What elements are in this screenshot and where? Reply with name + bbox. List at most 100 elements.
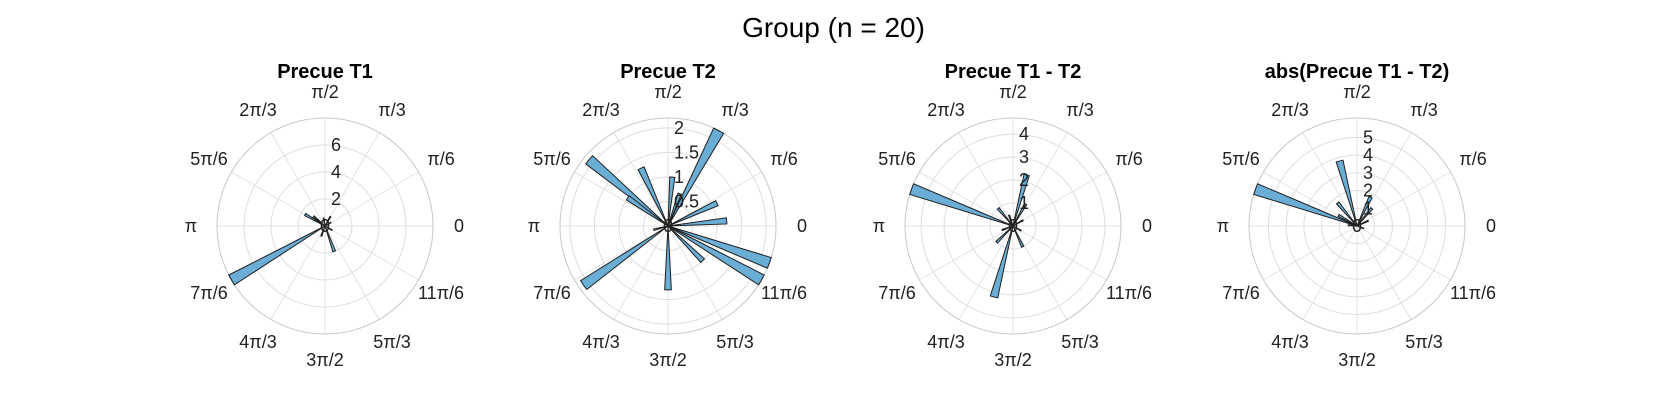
radial-gridline: [1338, 207, 1376, 245]
histogram-bar: [667, 192, 683, 227]
angle-label: 7π/6: [878, 283, 915, 303]
angle-label: 5π/3: [716, 332, 753, 352]
histogram-bar: [667, 199, 719, 227]
angle-label: 11π/6: [1450, 283, 1496, 303]
angle-label: π/6: [1459, 149, 1486, 169]
angle-label: π: [185, 216, 197, 236]
angle-label: 5π/3: [1061, 332, 1098, 352]
angle-label: 0: [1486, 216, 1496, 236]
angle-label: 7π/6: [533, 283, 570, 303]
radial-tick-label: 4: [1363, 145, 1373, 165]
angle-label: 5π/3: [373, 332, 410, 352]
radial-tick-label: 2: [331, 189, 341, 209]
outer-boundary: [216, 117, 434, 335]
angle-label: 3π/2: [649, 350, 686, 370]
angle-label: π/3: [378, 100, 405, 120]
histogram-bar: [324, 225, 333, 232]
angle-label: 7π/6: [1222, 283, 1259, 303]
angle-label: 3π/2: [1338, 350, 1375, 370]
plot-title: Precue T1 - T2: [945, 61, 1082, 83]
histogram-bar: [320, 225, 326, 237]
radial-tick-label: 4: [331, 162, 341, 182]
angle-label: 4π/3: [239, 332, 276, 352]
polar-plot-precue-t1: Precue T1 2 4 6 0 0 π/6 π/3 π/2 2π/3 5π/6 π 7π/6 4π/3…: [185, 61, 464, 370]
angle-label: π/2: [654, 82, 681, 102]
radial-gridline: [243, 144, 407, 308]
radial-tick-label-zero: 0: [1352, 216, 1362, 236]
radial-gridline: [1321, 190, 1393, 262]
radial-gridline: [270, 171, 380, 281]
angle-label: 5π/6: [190, 149, 227, 169]
angle-label: 11π/6: [1106, 283, 1152, 303]
angle-label: 2π/3: [239, 100, 276, 120]
angular-gridline: [1302, 225, 1358, 320]
angle-label: π/3: [1066, 100, 1093, 120]
histogram-bar: [1001, 225, 1014, 232]
histogram-bar: [1335, 159, 1358, 227]
angular-gridline: [667, 171, 762, 227]
angle-label: 4π/3: [582, 332, 619, 352]
radial-gridline: [297, 198, 353, 254]
angle-label: π: [873, 216, 885, 236]
histogram-bar: [1356, 225, 1365, 230]
histogram-bar: [312, 215, 326, 227]
histogram-bar: [1012, 202, 1028, 227]
histogram-bar: [667, 127, 725, 227]
radial-tick-label: 3: [1019, 147, 1029, 167]
histogram-bar: [667, 225, 706, 264]
histogram-bar: [1012, 173, 1030, 227]
radial-gridline: [966, 179, 1060, 273]
histogram-bar: [1007, 214, 1014, 227]
plot-title: abs(Precue T1 - T2): [1265, 61, 1450, 83]
histogram-bar: [1356, 195, 1373, 227]
radial-gridline: [1285, 154, 1429, 298]
radial-gridline: [1267, 136, 1447, 316]
angular-gridline: [919, 171, 1014, 227]
angle-label: π/2: [1343, 82, 1370, 102]
histogram-bar: [322, 217, 326, 227]
histogram-bar: [989, 225, 1014, 299]
radial-tick-label: 1: [1019, 193, 1029, 213]
angular-gridline: [574, 225, 669, 281]
angular-gridline: [613, 132, 669, 227]
radial-tick-label: 2: [1363, 181, 1373, 201]
histogram-bar: [303, 212, 326, 227]
figure-title: Group (n = 20): [742, 12, 925, 43]
angular-gridline: [613, 225, 669, 320]
histogram-bar: [228, 225, 326, 286]
angle-label: 0: [1142, 216, 1152, 236]
angle-label: 4π/3: [1271, 332, 1308, 352]
histogram-bar: [1012, 225, 1022, 232]
radial-gridline: [1303, 172, 1411, 280]
angle-label: 11π/6: [761, 283, 807, 303]
angle-label: π/6: [427, 149, 454, 169]
radial-tick-label-zero: 0: [320, 216, 330, 236]
radial-tick-label: 2: [1019, 170, 1029, 190]
angle-label: π: [1217, 216, 1229, 236]
angular-gridline: [1012, 225, 1068, 320]
angular-gridline: [958, 132, 1014, 227]
angle-label: π: [528, 216, 540, 236]
histogram-bar: [664, 225, 672, 291]
plot-title: Precue T2: [620, 61, 716, 83]
polar-plot-precue-t2: Precue T2 0.5 1 1.5 2 0 0 π/6 π/3 π/2 2π/3 5π/6 π 7π/…: [528, 61, 807, 370]
angle-label: 0: [454, 216, 464, 236]
angle-label: 4π/3: [927, 332, 964, 352]
outer-boundary: [559, 117, 777, 335]
radial-tick-label: 4: [1019, 124, 1029, 144]
histogram-bar: [324, 225, 337, 253]
angular-gridline: [574, 171, 669, 227]
angular-gridline: [1012, 171, 1107, 227]
histogram-bar: [1347, 224, 1358, 227]
angle-label: 2π/3: [582, 100, 619, 120]
angular-gridline: [1356, 225, 1451, 281]
angular-gridline: [1356, 225, 1412, 320]
histogram-bar: [584, 154, 669, 227]
angle-label: 11π/6: [418, 283, 464, 303]
histogram-bar: [1356, 206, 1374, 227]
angle-label: 2π/3: [927, 100, 964, 120]
histogram-bar: [1356, 219, 1370, 227]
histogram-bar: [667, 176, 676, 227]
histogram-bar: [909, 183, 1014, 227]
